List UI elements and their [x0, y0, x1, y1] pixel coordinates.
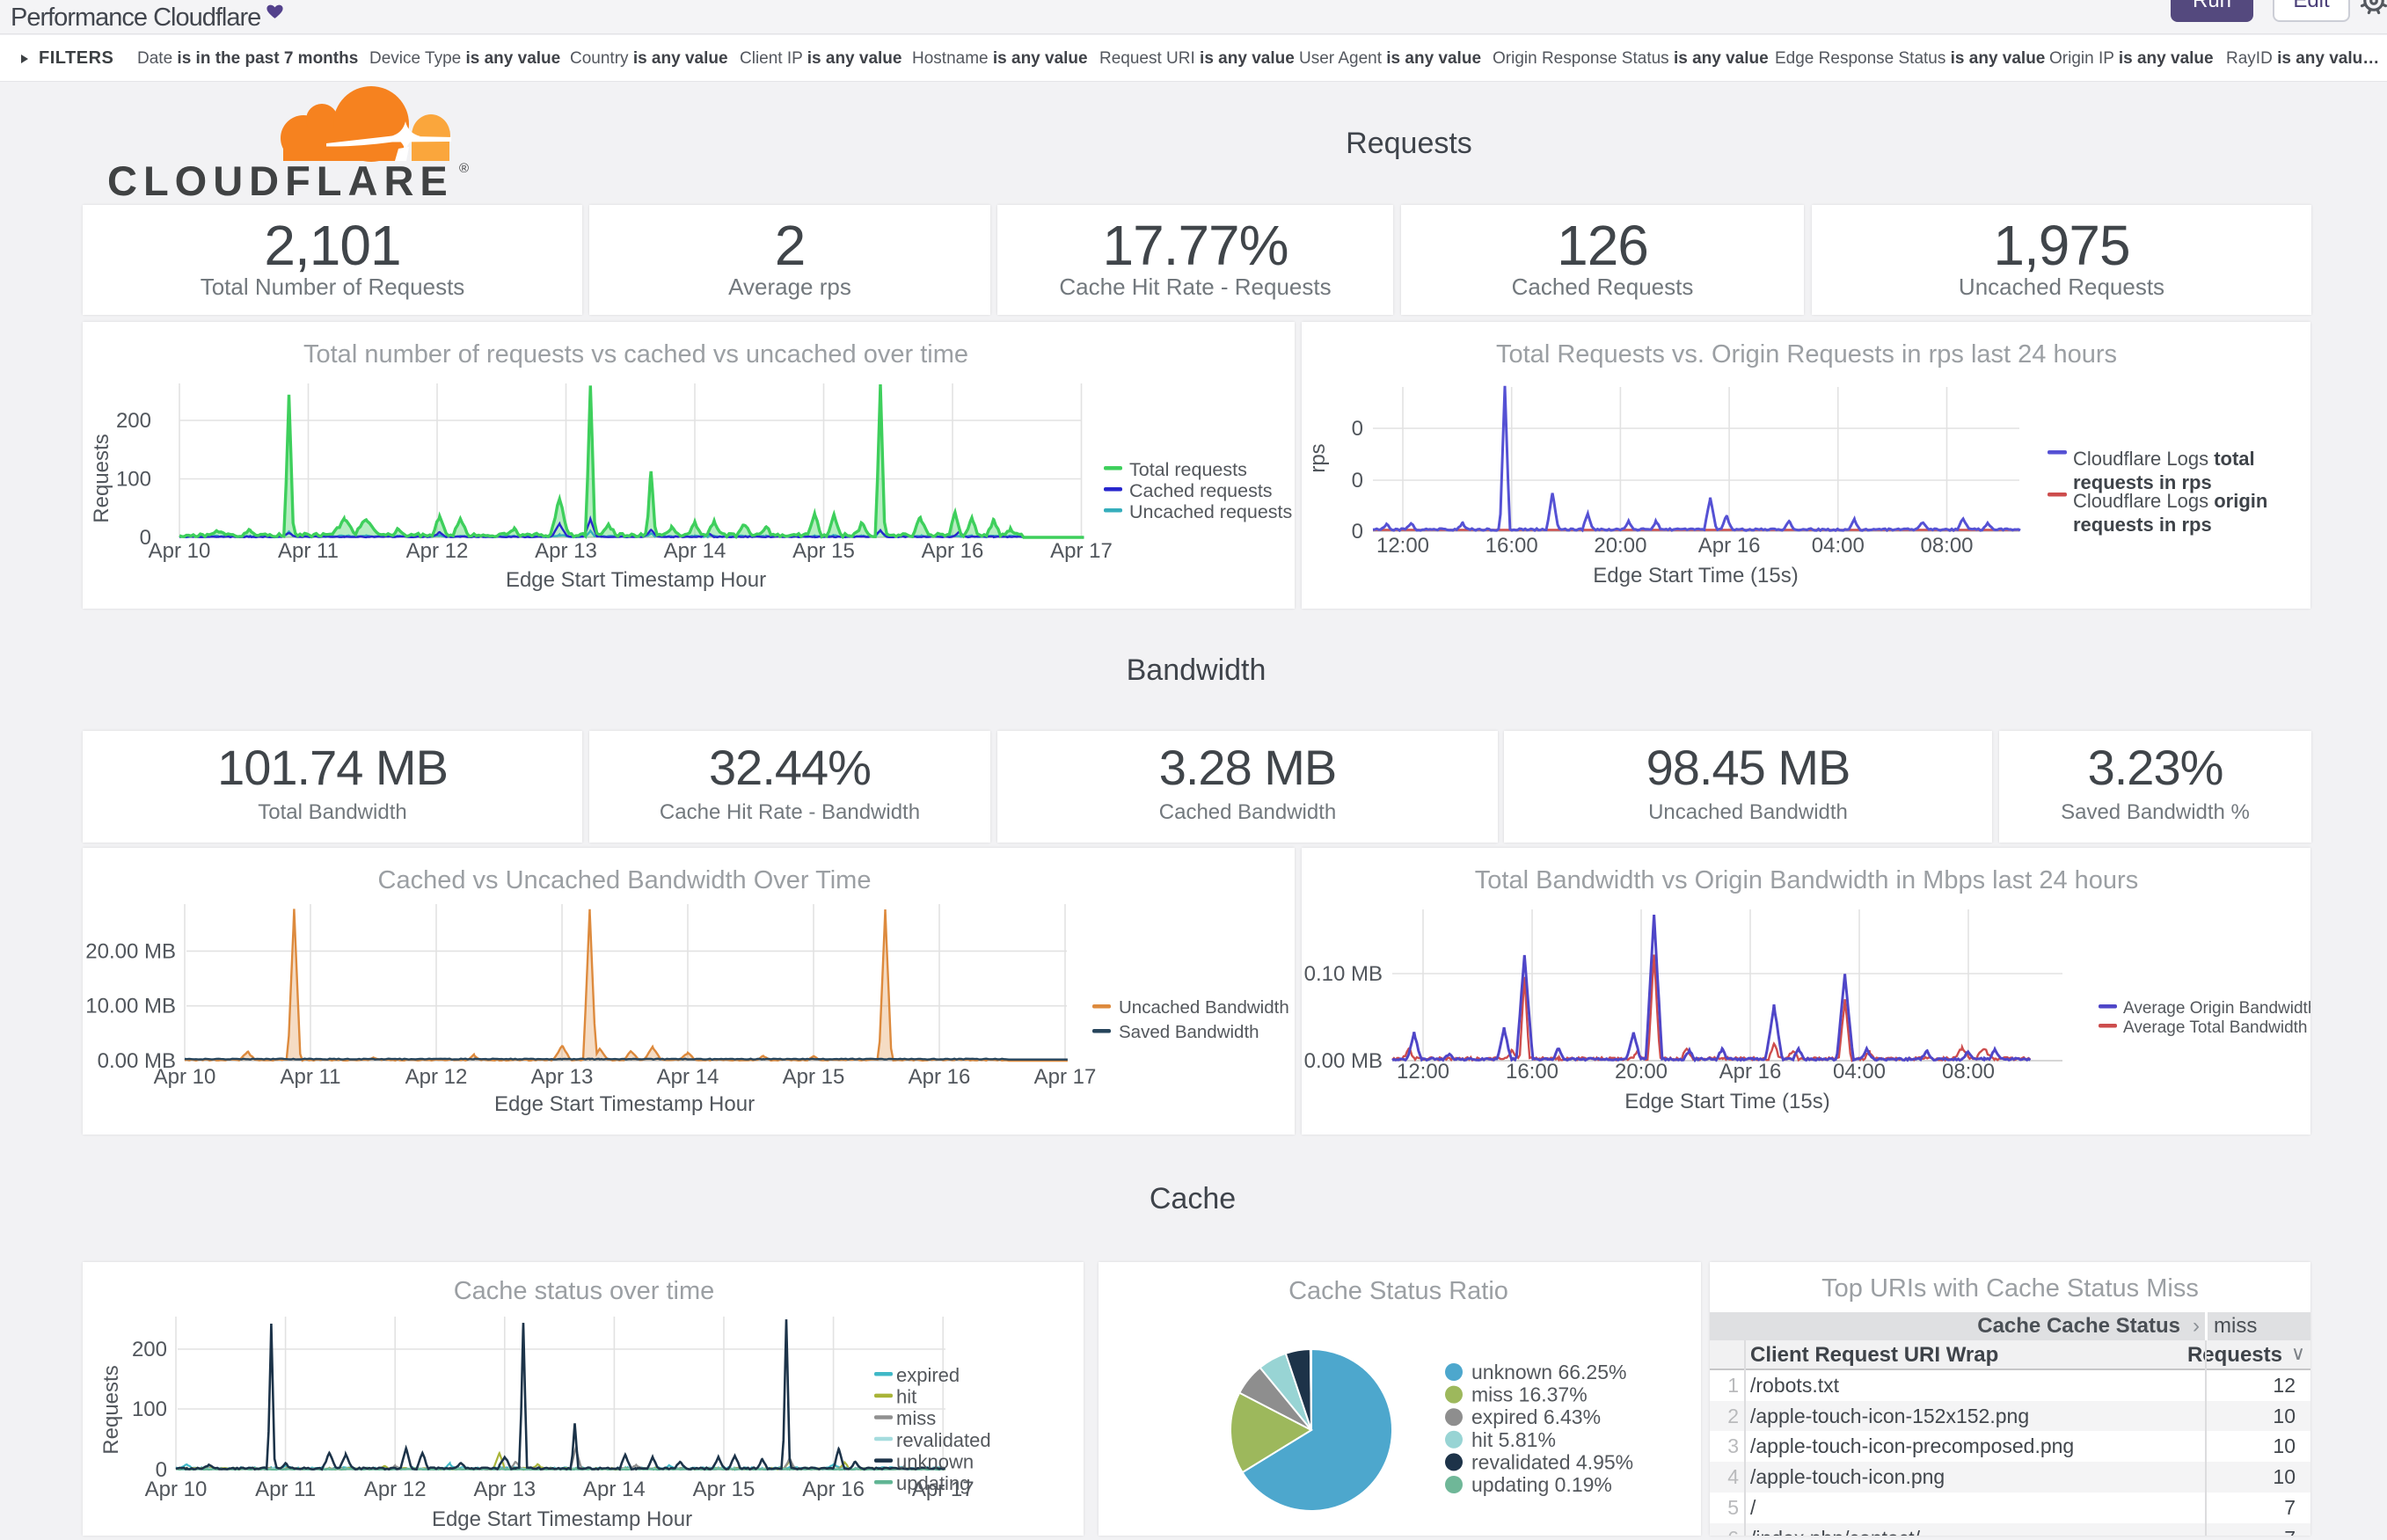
svg-text:0.00 MB: 0.00 MB — [1304, 1049, 1383, 1073]
svg-text:Apr 17: Apr 17 — [1050, 539, 1113, 563]
svg-text:Total Requests vs. Origin Requ: Total Requests vs. Origin Requests in rp… — [1496, 340, 2117, 369]
svg-text:12:00: 12:00 — [1376, 534, 1429, 558]
svg-text:Apr 12: Apr 12 — [364, 1478, 427, 1501]
svg-text:Apr 12: Apr 12 — [405, 1065, 468, 1089]
svg-text:Uncached Bandwidth: Uncached Bandwidth — [1119, 997, 1289, 1018]
svg-text:Cache status over time: Cache status over time — [454, 1277, 715, 1305]
svg-text:Apr 13: Apr 13 — [531, 1065, 594, 1089]
svg-text:revalidated: revalidated — [896, 1429, 991, 1451]
svg-text:20:00: 20:00 — [1615, 1060, 1668, 1084]
svg-text:0: 0 — [1352, 520, 1363, 544]
svg-text:Edge Start Timestamp Hour: Edge Start Timestamp Hour — [432, 1507, 692, 1531]
svg-text:Edge Start Timestamp Hour: Edge Start Timestamp Hour — [506, 568, 766, 592]
svg-text:200: 200 — [116, 409, 151, 433]
svg-text:Cloudflare Logs origin: Cloudflare Logs origin — [2073, 490, 2267, 512]
svg-text:Apr 10: Apr 10 — [145, 1478, 208, 1501]
svg-text:08:00: 08:00 — [1920, 534, 1973, 558]
svg-text:Apr 12: Apr 12 — [406, 539, 469, 563]
svg-text:Average Origin Bandwidth: Average Origin Bandwidth — [2123, 999, 2310, 1018]
svg-text:Apr 11: Apr 11 — [278, 539, 339, 563]
svg-text:requests in rps: requests in rps — [2073, 471, 2212, 493]
svg-text:04:00: 04:00 — [1812, 534, 1865, 558]
svg-text:expired: expired — [896, 1364, 960, 1386]
svg-text:Edge Start Time (15s): Edge Start Time (15s) — [1593, 564, 1798, 588]
svg-text:hit: hit — [896, 1386, 916, 1408]
svg-text:unknown: unknown — [896, 1450, 974, 1472]
svg-text:Cached vs Uncached Bandwidth O: Cached vs Uncached Bandwidth Over Time — [378, 866, 872, 894]
svg-text:miss: miss — [896, 1407, 936, 1429]
svg-text:20:00: 20:00 — [1594, 534, 1646, 558]
svg-text:Apr 15: Apr 15 — [783, 1065, 845, 1089]
svg-text:Apr 16: Apr 16 — [1719, 1060, 1782, 1084]
svg-text:0: 0 — [156, 1458, 167, 1482]
svg-text:0.00 MB: 0.00 MB — [98, 1049, 176, 1073]
svg-text:Edge Start Timestamp Hour: Edge Start Timestamp Hour — [494, 1092, 755, 1116]
svg-text:Apr 17: Apr 17 — [912, 1478, 975, 1501]
svg-text:hit 5.81%: hit 5.81% — [1471, 1428, 1556, 1451]
svg-text:100: 100 — [116, 468, 151, 492]
svg-text:expired 6.43%: expired 6.43% — [1471, 1405, 1601, 1428]
svg-text:Cache Status Ratio: Cache Status Ratio — [1288, 1277, 1508, 1305]
svg-text:CLOUDFLARE: CLOUDFLARE — [107, 157, 454, 202]
svg-text:Edge Start Time (15s): Edge Start Time (15s) — [1624, 1090, 1829, 1113]
svg-text:Total number of requests vs ca: Total number of requests vs cached vs un… — [303, 340, 968, 369]
svg-text:rps: rps — [1306, 443, 1330, 472]
svg-text:Apr 17: Apr 17 — [1034, 1065, 1097, 1089]
svg-text:Apr 16: Apr 16 — [922, 539, 984, 563]
svg-text:04:00: 04:00 — [1833, 1060, 1886, 1084]
svg-text:0: 0 — [140, 526, 151, 550]
svg-text:Apr 14: Apr 14 — [583, 1478, 646, 1501]
svg-text:Apr 15: Apr 15 — [792, 539, 855, 563]
svg-text:Apr 14: Apr 14 — [657, 1065, 719, 1089]
svg-text:10.00 MB: 10.00 MB — [85, 995, 176, 1018]
svg-text:Uncached requests: Uncached requests — [1129, 501, 1292, 522]
svg-text:Apr 13: Apr 13 — [535, 539, 597, 563]
svg-text:unknown 66.25%: unknown 66.25% — [1471, 1361, 1626, 1383]
svg-text:Cached requests: Cached requests — [1129, 480, 1273, 501]
svg-text:Total requests: Total requests — [1129, 459, 1247, 480]
svg-text:20.00 MB: 20.00 MB — [85, 939, 176, 963]
svg-text:Apr 11: Apr 11 — [255, 1478, 316, 1501]
svg-text:16:00: 16:00 — [1506, 1060, 1558, 1084]
svg-text:16:00: 16:00 — [1485, 534, 1538, 558]
svg-text:0: 0 — [1352, 469, 1363, 493]
svg-text:08:00: 08:00 — [1942, 1060, 1995, 1084]
svg-text:Apr 15: Apr 15 — [693, 1478, 756, 1501]
svg-text:Apr 10: Apr 10 — [154, 1065, 216, 1089]
svg-text:Apr 16: Apr 16 — [909, 1065, 971, 1089]
svg-text:Apr 16: Apr 16 — [802, 1478, 865, 1501]
svg-text:Requests: Requests — [90, 434, 113, 522]
svg-text:Apr 13: Apr 13 — [473, 1478, 536, 1501]
svg-text:12:00: 12:00 — [1397, 1060, 1449, 1084]
svg-text:Requests: Requests — [99, 1365, 123, 1454]
svg-text:revalidated 4.95%: revalidated 4.95% — [1471, 1450, 1633, 1473]
svg-text:miss 16.37%: miss 16.37% — [1471, 1383, 1588, 1406]
svg-text:0.10 MB: 0.10 MB — [1304, 962, 1383, 986]
svg-text:Average Total Bandwidth: Average Total Bandwidth — [2123, 1018, 2308, 1037]
svg-text:Cloudflare Logs total: Cloudflare Logs total — [2073, 448, 2255, 470]
svg-text:Apr 10: Apr 10 — [149, 539, 211, 563]
svg-text:100: 100 — [132, 1398, 167, 1421]
svg-text:Apr 16: Apr 16 — [1698, 534, 1761, 558]
svg-text:Total Bandwidth vs Origin Band: Total Bandwidth vs Origin Bandwidth in M… — [1475, 866, 2138, 894]
svg-text:updating 0.19%: updating 0.19% — [1471, 1473, 1612, 1496]
svg-text:Apr 11: Apr 11 — [281, 1065, 341, 1089]
svg-text:200: 200 — [132, 1338, 167, 1361]
svg-text:Saved Bandwidth: Saved Bandwidth — [1119, 1022, 1259, 1042]
svg-text:requests in rps: requests in rps — [2073, 514, 2212, 536]
svg-text:Apr 14: Apr 14 — [664, 539, 726, 563]
svg-text:updating: updating — [896, 1472, 970, 1494]
svg-text:0: 0 — [1352, 417, 1363, 441]
svg-text:®: ® — [459, 161, 469, 176]
